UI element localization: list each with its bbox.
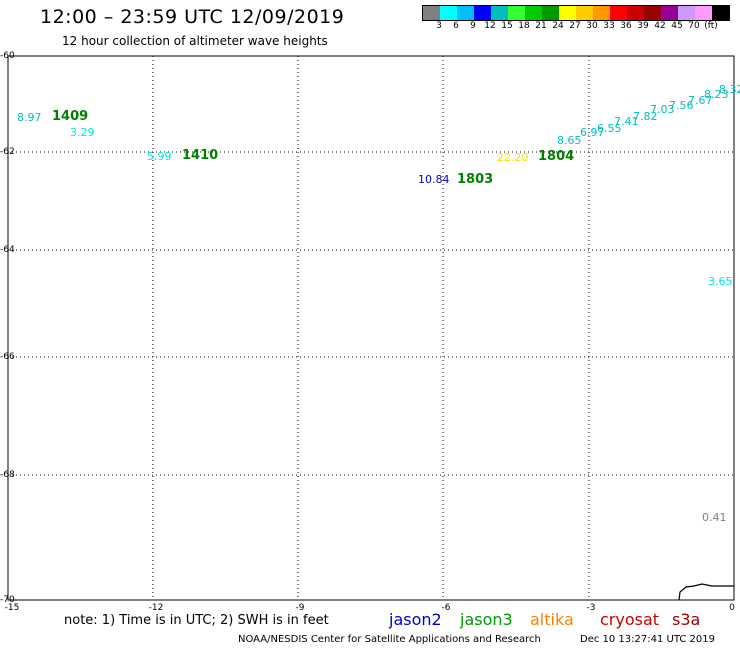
colorbar-label: 12: [484, 21, 496, 31]
swh-label: 7.82: [633, 110, 658, 123]
colorbar-label: 45: [671, 21, 683, 31]
swh-label: 5.99: [147, 150, 172, 163]
colorbar-swatch: [610, 6, 627, 20]
lon-label: -12: [148, 603, 164, 613]
map-border: [7, 55, 735, 601]
satellite-legend-item: s3a: [672, 610, 701, 629]
antarctic-coastline: [678, 583, 734, 601]
colorbar-swatch: [695, 6, 712, 20]
colorbar-label: 36: [620, 21, 632, 31]
map-subtitle: 12 hour collection of altimeter wave hei…: [62, 34, 328, 48]
swh-label: 7.03: [650, 103, 675, 116]
pass-id-label: 1803: [457, 172, 494, 187]
swh-label: 3.29: [70, 126, 95, 139]
swh-label: 7.41: [614, 115, 639, 128]
satellite-legend-item: altika: [530, 610, 574, 629]
colorbar-label: 21: [535, 21, 547, 31]
wave-height-colorbar: [422, 5, 730, 21]
colorbar-swatch: [678, 6, 695, 20]
lon-label: -9: [295, 603, 305, 613]
swh-label: 10.84: [418, 173, 450, 186]
generated-timestamp: Dec 10 13:27:41 UTC 2019: [580, 634, 715, 645]
swh-label: 7.56: [669, 99, 694, 112]
units-note: note: 1) Time is in UTC; 2) SWH is in fe…: [64, 613, 329, 628]
colorbar-swatch: [644, 6, 661, 20]
colorbar-swatch: [440, 6, 457, 20]
colorbar-label: 9: [470, 21, 476, 31]
pass-id-label: 1409: [52, 109, 89, 124]
colorbar-swatch: [576, 6, 593, 20]
swh-label: 22.20: [497, 151, 529, 164]
colorbar-swatch: [525, 6, 542, 20]
pass-id-label: 1804: [538, 149, 575, 164]
colorbar-label: 42: [654, 21, 666, 31]
lat-label: -60: [0, 51, 15, 61]
colorbar-label: 70: [688, 21, 700, 31]
lat-label: -64: [0, 245, 15, 255]
lon-label: -15: [4, 603, 20, 613]
swh-label: 8.23: [704, 88, 729, 101]
lon-label: 0: [729, 603, 735, 613]
colorbar-label: 33: [603, 21, 615, 31]
satellite-legend-item: jason2: [389, 610, 442, 629]
swh-label: 8.97: [17, 111, 42, 124]
swh-label: 3.65: [708, 276, 733, 287]
lat-label: -62: [0, 147, 15, 157]
graticule: [8, 56, 734, 600]
swh-label: 6.97: [580, 126, 605, 139]
satellite-legend-item: jason3: [460, 610, 513, 629]
colorbar-swatch: [457, 6, 474, 20]
colorbar-swatch: [627, 6, 644, 20]
colorbar-label: 15: [501, 21, 513, 31]
lat-label: -70: [0, 595, 15, 605]
swh-label: 6.55: [597, 122, 622, 135]
map-title: 12:00 – 23:59 UTC 12/09/2019: [40, 6, 345, 28]
colorbar-label: 39: [637, 21, 649, 31]
colorbar-label: 24: [552, 21, 564, 31]
colorbar-swatch: [423, 6, 440, 20]
lat-label: -68: [0, 470, 15, 480]
colorbar-swatch: [542, 6, 559, 20]
swh-label: 8.65: [557, 134, 582, 147]
credit-line: NOAA/NESDIS Center for Satellite Applica…: [238, 634, 541, 645]
satellite-legend-item: cryosat: [600, 610, 660, 629]
colorbar-swatch: [491, 6, 508, 20]
colorbar-label: (ft): [704, 21, 718, 31]
colorbar-swatch: [661, 6, 678, 20]
colorbar-swatch: [559, 6, 576, 20]
colorbar-swatch: [593, 6, 610, 20]
colorbar-label: 18: [518, 21, 530, 31]
colorbar-label: 27: [569, 21, 581, 31]
pass-id-label: 1410: [182, 148, 219, 163]
lon-label: -6: [441, 603, 451, 613]
swh-label: 8.32: [719, 84, 740, 95]
swh-label: 7.67: [688, 94, 713, 107]
swh-label: 0.41: [702, 511, 727, 524]
colorbar-label: 6: [453, 21, 459, 31]
colorbar-label: 3: [436, 21, 442, 31]
colorbar-swatch: [712, 6, 729, 20]
lon-label: -3: [586, 603, 596, 613]
colorbar-swatch: [508, 6, 525, 20]
lat-label: -66: [0, 352, 15, 362]
colorbar-label: 30: [586, 21, 598, 31]
colorbar-swatch: [474, 6, 491, 20]
